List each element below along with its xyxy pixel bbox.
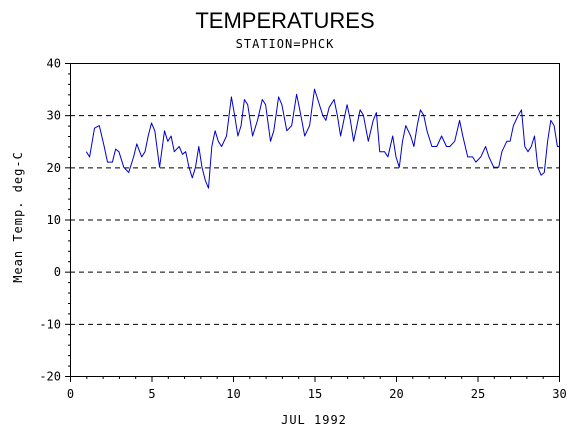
y-tick-label: 40 bbox=[47, 57, 61, 71]
y-tick-label: 0 bbox=[54, 265, 61, 279]
temperature-line bbox=[85, 88, 559, 189]
x-tick-label: 20 bbox=[389, 387, 403, 401]
y-axis-label: Mean Temp. deg-C bbox=[11, 151, 25, 283]
chart-title: TEMPERATURES bbox=[195, 8, 374, 33]
grid-lines bbox=[70, 63, 559, 377]
x-tick-label: 25 bbox=[471, 387, 485, 401]
y-tick-label: -20 bbox=[39, 370, 61, 384]
series bbox=[85, 88, 559, 189]
chart-subtitle: STATION=PHCK bbox=[236, 37, 335, 51]
y-tick-label: 20 bbox=[47, 161, 61, 175]
y-tick-label: 10 bbox=[47, 213, 61, 227]
y-tick-label: -10 bbox=[39, 317, 61, 331]
x-tick-label: 5 bbox=[148, 387, 155, 401]
x-tick-label: 10 bbox=[226, 387, 240, 401]
x-tick-label: 0 bbox=[67, 387, 74, 401]
ticks bbox=[65, 63, 560, 382]
x-tick-label: 15 bbox=[308, 387, 322, 401]
y-tick-label: 30 bbox=[47, 109, 61, 123]
tick-labels: -20 -10 0 10 20 30 40 0 5 10 15 20 25 30 bbox=[39, 57, 566, 402]
x-tick-label: 30 bbox=[552, 387, 566, 401]
x-axis-label: JUL 1992 bbox=[281, 413, 347, 427]
